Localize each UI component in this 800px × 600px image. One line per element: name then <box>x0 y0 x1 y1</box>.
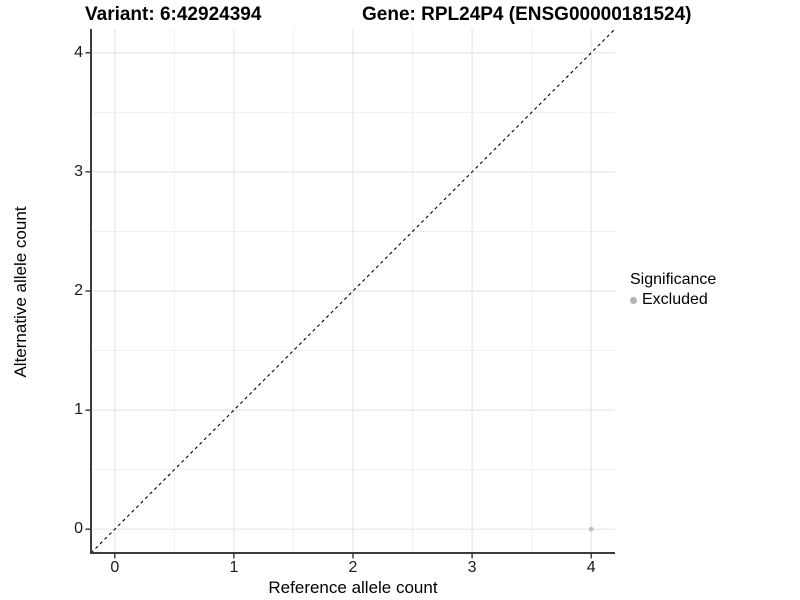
x-axis-title: Reference allele count <box>268 578 438 597</box>
legend-item-excluded: Excluded <box>630 291 716 309</box>
identity-line <box>90 28 616 554</box>
legend-item-label: Excluded <box>642 291 708 308</box>
data-point <box>588 526 594 532</box>
legend-title: Significance <box>630 271 717 288</box>
y-tick-label: 0 <box>74 520 83 538</box>
y-tick-label: 3 <box>74 162 83 180</box>
variant-title: Variant: 6:42924394 <box>85 4 262 25</box>
y-tick-label: 4 <box>74 43 83 61</box>
gene-title: Gene: RPL24P4 (ENSG00000181524) <box>362 4 692 25</box>
y-tick-label: 2 <box>74 282 83 299</box>
legend: Significance Excluded <box>630 271 716 309</box>
x-tick-label: 4 <box>586 559 596 576</box>
y-tick-label: 1 <box>74 401 83 419</box>
y-axis-title: Alternative allele count <box>11 206 30 378</box>
x-tick-label: 2 <box>348 559 358 576</box>
x-tick-label: 3 <box>467 559 477 576</box>
excluded-point-icon <box>630 296 637 304</box>
x-tick-label: 1 <box>229 559 239 576</box>
x-tick-label: 0 <box>110 559 120 576</box>
